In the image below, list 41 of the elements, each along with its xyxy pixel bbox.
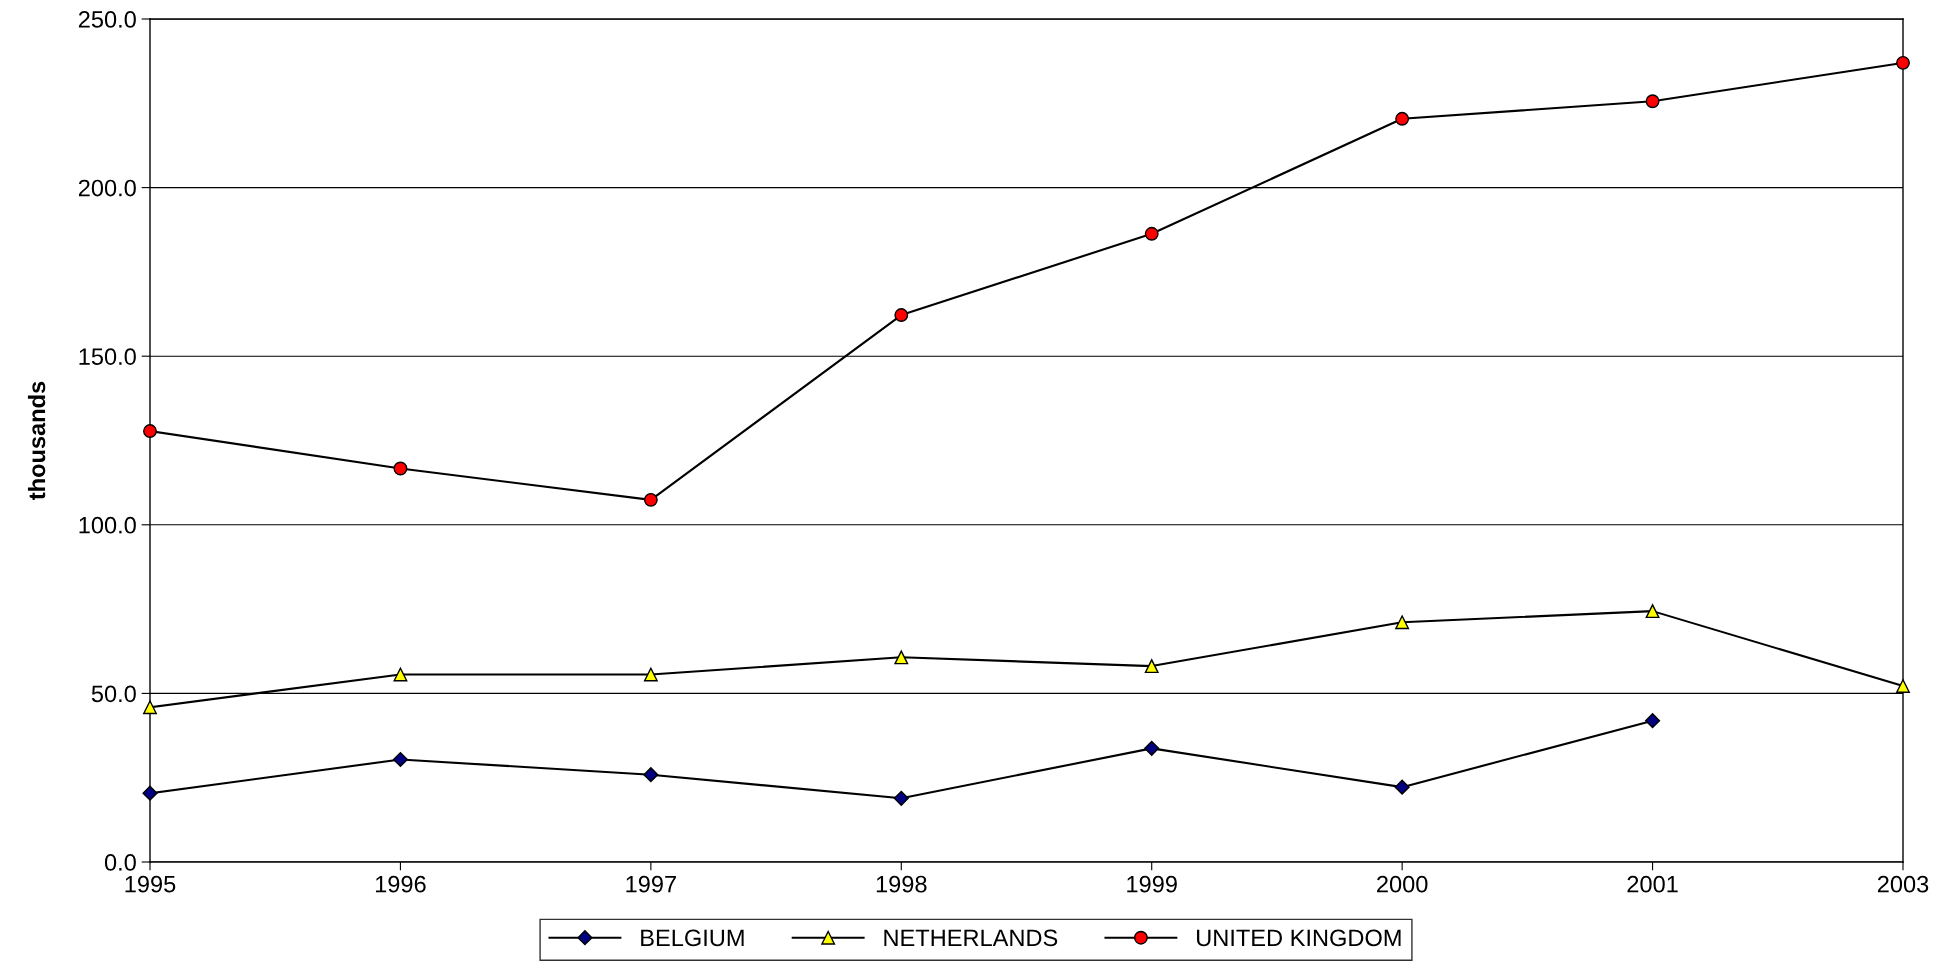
legend-label: NETHERLANDS	[884, 929, 1058, 947]
point	[1144, 226, 1159, 241]
point	[1645, 604, 1660, 619]
x-tick-label: 1997	[626, 875, 676, 893]
point	[1144, 659, 1159, 674]
point	[643, 667, 658, 682]
point	[143, 424, 157, 439]
point	[143, 700, 157, 715]
point	[1644, 713, 1661, 729]
point	[1896, 55, 1910, 70]
point	[1395, 111, 1410, 126]
point	[392, 751, 408, 768]
y-tick-label: 150.0	[79, 348, 136, 365]
y-tick-label: 100.0	[79, 516, 136, 534]
point	[393, 461, 408, 476]
x-tick-label: 2003	[1877, 875, 1929, 893]
point	[142, 785, 158, 801]
point	[393, 667, 408, 682]
x-tick-label: 1999	[1127, 875, 1177, 893]
point	[1144, 740, 1160, 756]
x-tick-label: 2001	[1627, 875, 1678, 893]
y-tick-label: 200.0	[78, 179, 136, 197]
x-tick-label: 1996	[375, 875, 426, 893]
point	[894, 650, 909, 665]
y-tick-label: 0.0	[104, 854, 136, 871]
y-axis-title: thousands	[27, 381, 46, 500]
x-tick-label: 1998	[876, 875, 927, 893]
point	[894, 308, 909, 323]
x-tick-label: 1995	[125, 875, 176, 893]
point	[643, 767, 659, 783]
y-tick-label: 50.0	[91, 685, 136, 703]
x-tick-label: 2000	[1377, 875, 1428, 893]
legend-label: UNITED KINGDOM	[1197, 929, 1401, 947]
point	[1395, 615, 1410, 630]
point	[1645, 94, 1660, 109]
point	[1896, 679, 1910, 693]
point	[1394, 779, 1410, 795]
y-tick-label: 250.0	[78, 11, 136, 28]
legend-label: BELGIUM	[641, 929, 744, 947]
point	[643, 492, 658, 507]
point	[893, 790, 909, 806]
